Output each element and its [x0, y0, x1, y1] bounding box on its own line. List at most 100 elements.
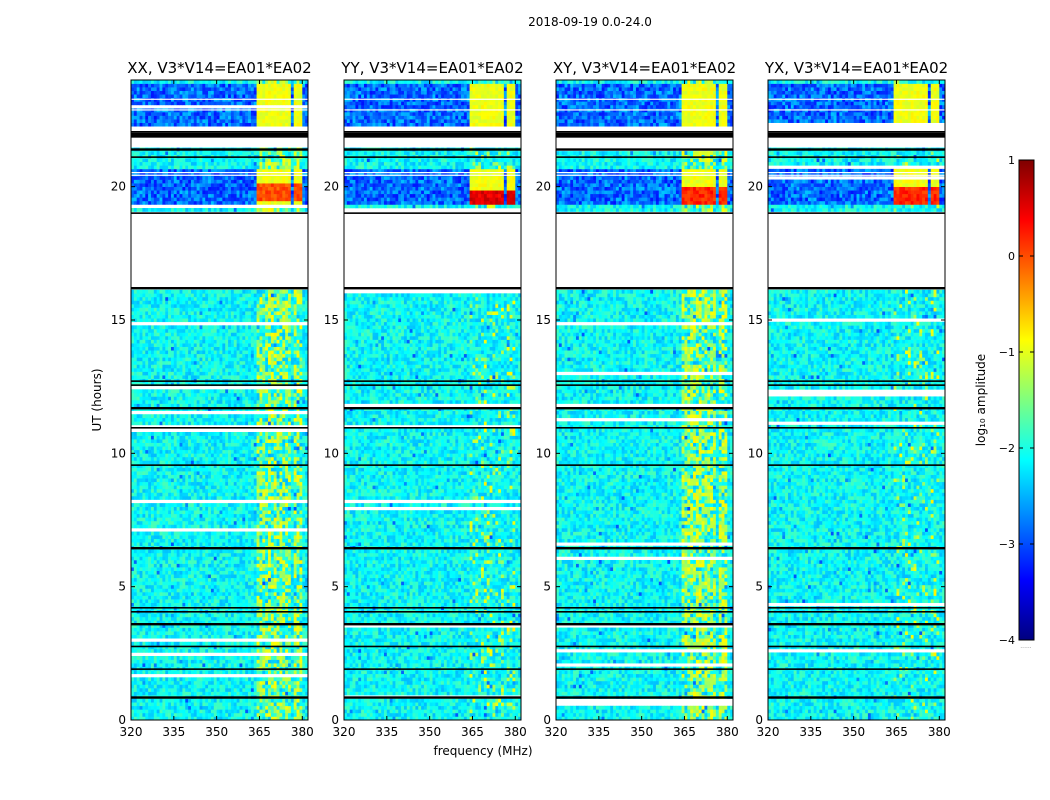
flag-line: [344, 645, 521, 648]
flag-line: [131, 645, 308, 648]
panel-3: YX, V3*V14=EA01*EA02 320 335 350 365 380 0 5 10 1…: [748, 59, 951, 739]
x-tick-label: 380: [291, 725, 314, 739]
flag-line: [131, 156, 308, 158]
flag-line: [131, 407, 308, 410]
flag-line: [768, 427, 945, 429]
y-tick-label: 10: [324, 446, 339, 460]
colorbar-tick-label: 0: [1008, 250, 1015, 263]
flag-line: [131, 384, 308, 386]
x-tick-label: 365: [673, 725, 696, 739]
y-tick-label: 20: [536, 180, 551, 194]
y-tick-label: 0: [331, 713, 339, 727]
y-tick-label: 10: [748, 446, 763, 460]
panel-title: XX, V3*V14=EA01*EA02: [127, 59, 311, 77]
flag-line: [556, 547, 733, 550]
x-tick-label: 365: [461, 725, 484, 739]
flag-line: [556, 427, 733, 429]
x-tick-label: 335: [799, 725, 822, 739]
colorbar-label: log₁₀ amplitude: [974, 354, 988, 446]
y-tick-label: 20: [748, 180, 763, 194]
panel-frame: [130, 79, 309, 721]
flag-line: [344, 547, 521, 550]
flag-line: [344, 696, 521, 699]
panel-image: [131, 80, 308, 720]
y-tick-label: 5: [118, 580, 126, 594]
panel-title: YY, V3*V14=EA01*EA02: [340, 59, 523, 77]
flag-line: [768, 384, 945, 386]
flag-line: [344, 287, 521, 290]
y-tick-label: 15: [111, 313, 126, 327]
flag-line: [556, 696, 733, 699]
flag-line: [556, 623, 733, 626]
panel-frame: [555, 79, 734, 721]
x-tick-label: 380: [504, 725, 527, 739]
flag-line: [768, 212, 945, 214]
panel-frame: [343, 79, 522, 721]
flag-line: [768, 287, 945, 290]
x-tick-label: 320: [545, 725, 568, 739]
colorbar-tick-label: 1: [1008, 154, 1015, 167]
x-tick-label: 350: [842, 725, 865, 739]
flag-line: [344, 427, 521, 429]
flag-line: [768, 696, 945, 699]
flag-line: [768, 380, 945, 382]
flag-line: [131, 611, 308, 613]
flag-line: [768, 156, 945, 158]
panel-title: YX, V3*V14=EA01*EA02: [764, 59, 948, 77]
panel-frame: [767, 79, 946, 721]
y-tick-label: 15: [324, 313, 339, 327]
flag-line: [131, 148, 308, 151]
flag-line: [768, 607, 945, 609]
x-tick-label: 350: [630, 725, 653, 739]
flag-line: [131, 464, 308, 466]
y-tick-label: 0: [543, 713, 551, 727]
flag-line: [131, 287, 308, 290]
flag-line: [556, 148, 733, 151]
flag-line: [344, 607, 521, 609]
flag-line: [556, 645, 733, 648]
flag-line: [344, 611, 521, 613]
y-tick-label: 20: [111, 180, 126, 194]
flag-line: [768, 645, 945, 648]
flag-line: [768, 407, 945, 410]
flag-line: [344, 156, 521, 158]
colorbar-tick-label: −4: [999, 634, 1015, 647]
flag-line: [556, 668, 733, 670]
x-tick-label: 335: [587, 725, 610, 739]
flag-line: [344, 407, 521, 410]
flag-line: [768, 668, 945, 670]
flag-line: [131, 427, 308, 429]
flag-line: [131, 380, 308, 382]
flag-line: [131, 623, 308, 626]
flag-line: [131, 212, 308, 214]
y-tick-label: 15: [748, 313, 763, 327]
panel-1: YY, V3*V14=EA01*EA02 320 335 350 365 380 0 5 10 1…: [324, 59, 527, 739]
y-tick-label: 15: [536, 313, 551, 327]
flag-line: [344, 380, 521, 382]
x-tick-label: 380: [928, 725, 951, 739]
colorbar: −4 −3 −2 −1 0 1: [999, 154, 1035, 647]
y-axis-label: UT (hours): [90, 368, 104, 431]
panel-image: [344, 80, 521, 720]
x-tick-label: 335: [375, 725, 398, 739]
flag-line: [556, 380, 733, 382]
y-tick-label: 0: [118, 713, 126, 727]
x-tick-label: 320: [120, 725, 143, 739]
flag-line: [131, 547, 308, 550]
flag-line: [556, 607, 733, 609]
flag-line: [344, 212, 521, 214]
flag-line: [768, 611, 945, 613]
panel-image: [768, 80, 945, 720]
colorbar-note: ......: [1020, 643, 1032, 650]
y-tick-label: 5: [331, 580, 339, 594]
y-tick-label: 20: [324, 180, 339, 194]
flag-line: [556, 611, 733, 613]
x-tick-label: 350: [418, 725, 441, 739]
colorbar-tick-label: −3: [999, 538, 1015, 551]
flag-line: [344, 384, 521, 386]
flag-line: [344, 131, 521, 133]
panel-image: [556, 80, 733, 720]
colorbar-tick-label: −1: [999, 346, 1015, 359]
flag-line: [556, 464, 733, 466]
x-tick-label: 365: [885, 725, 908, 739]
